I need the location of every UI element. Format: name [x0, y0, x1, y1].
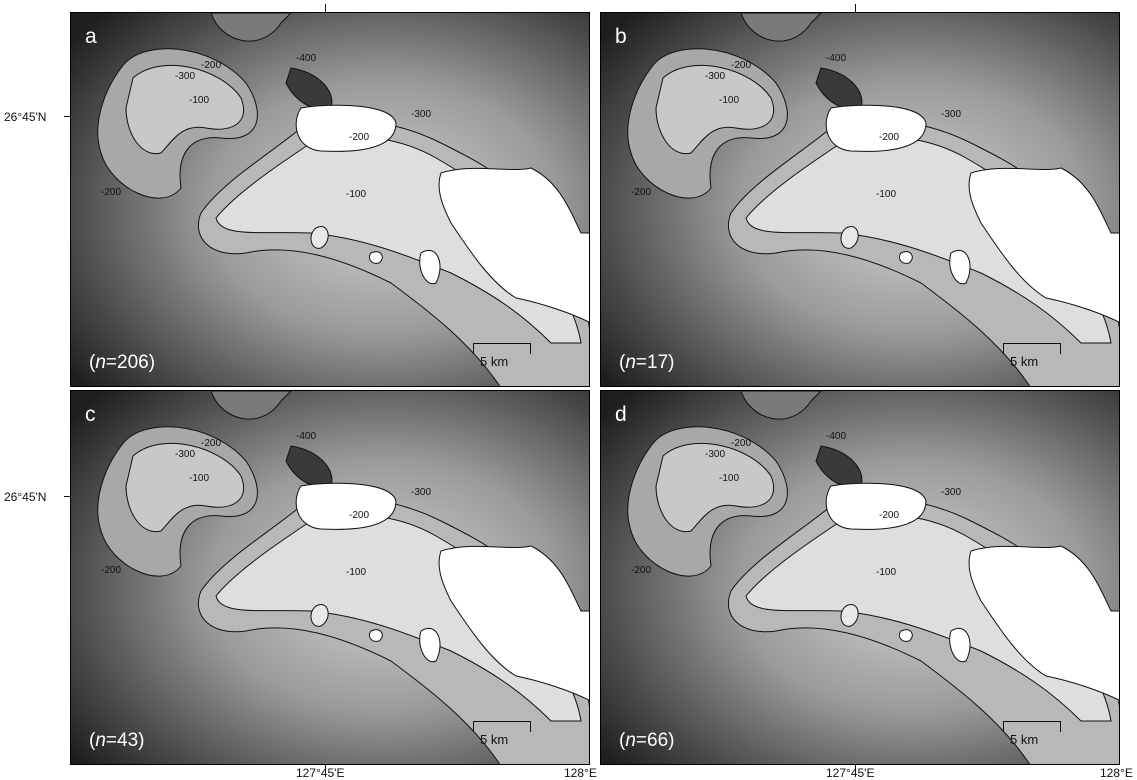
contour-label: -200 — [631, 187, 651, 198]
contour-label: -100 — [346, 567, 366, 578]
contour-label: -100 — [876, 189, 896, 200]
western-bank-200 — [125, 442, 244, 533]
lon-tick — [325, 765, 326, 771]
contour-label: -400 — [296, 53, 316, 64]
panel-letter: d — [615, 403, 627, 426]
contour-label: -300 — [941, 487, 961, 498]
lat-tick — [64, 116, 70, 117]
panel-letter: b — [615, 25, 627, 48]
western-bank-200 — [125, 64, 244, 155]
contour-label: -200 — [731, 60, 751, 71]
reef-1 — [310, 604, 329, 627]
contour-label: -200 — [201, 438, 221, 449]
contour-label: -200 — [879, 132, 899, 143]
contour-label: -200 — [731, 438, 751, 449]
scale-label: 5 km — [1010, 732, 1039, 747]
panel-letter: c — [85, 403, 96, 426]
scale-label: 5 km — [480, 354, 509, 369]
scale-bar — [1003, 721, 1061, 732]
northern-shoal — [740, 391, 822, 420]
contour-label: -200 — [101, 187, 121, 198]
map-panel-a: -100 -200 -300 -400 -200 -100 -200 -300 a (n=20… — [70, 12, 590, 387]
island-east — [438, 167, 589, 323]
scale-bar — [473, 343, 531, 354]
northern-shoal — [210, 391, 292, 420]
contour-label: -400 — [296, 431, 316, 442]
contour-label: -300 — [705, 449, 725, 460]
sample-count: (n=17) — [619, 352, 675, 373]
lon-label-1: 127°45'E — [296, 766, 345, 780]
reef-1 — [310, 226, 329, 249]
northern-shoal — [740, 13, 822, 42]
map-panel-d: -100 -200 -300 -400 -200 -100 -200 -300 d (n=66… — [600, 390, 1120, 765]
contour-label: -200 — [349, 510, 369, 521]
contour-label: -100 — [719, 95, 739, 106]
contour-label: -300 — [175, 71, 195, 82]
bathymetry-map: -100 -200 -300 -400 -200 -100 -200 -300 — [71, 391, 589, 764]
contour-label: -200 — [349, 132, 369, 143]
contour-label: -400 — [826, 431, 846, 442]
contour-label: -100 — [876, 567, 896, 578]
contour-label: -200 — [101, 565, 121, 576]
western-bank-200 — [655, 442, 774, 533]
lon-tick — [855, 4, 856, 12]
island-east — [438, 545, 589, 701]
sample-count: (n=206) — [89, 352, 156, 373]
island-north — [825, 104, 927, 152]
island-east — [968, 545, 1119, 701]
contour-label: -300 — [411, 487, 431, 498]
sample-count: (n=66) — [619, 730, 675, 751]
contour-label: -400 — [826, 53, 846, 64]
contour-label: -100 — [189, 95, 209, 106]
islet-2 — [898, 629, 913, 642]
lon-label-4: 128°E — [1100, 766, 1133, 780]
scale-label: 5 km — [1010, 354, 1039, 369]
contour-label: -200 — [879, 510, 899, 521]
island-north — [295, 104, 397, 152]
scale-bar — [1003, 343, 1061, 354]
islet-1 — [949, 250, 971, 285]
islet-2 — [368, 251, 383, 264]
lon-tick — [855, 765, 856, 771]
reef-1 — [840, 226, 859, 249]
lat-label-bottom: 26°45'N — [4, 490, 47, 504]
scale-bar — [473, 721, 531, 732]
islet-1 — [419, 628, 441, 663]
reef-1 — [840, 604, 859, 627]
lat-tick — [64, 496, 70, 497]
lon-label-2: 128°E — [564, 766, 597, 780]
island-east — [968, 167, 1119, 323]
contour-label: -100 — [719, 473, 739, 484]
panel-letter: a — [85, 25, 97, 48]
lon-tick — [325, 4, 326, 12]
lat-label-top: 26°45'N — [4, 110, 47, 124]
northern-shoal — [210, 13, 292, 42]
islet-1 — [419, 250, 441, 285]
island-north — [295, 482, 397, 530]
bathymetry-map: -100 -200 -300 -400 -200 -100 -200 -300 — [71, 13, 589, 386]
contour-label: -300 — [175, 449, 195, 460]
islet-2 — [898, 251, 913, 264]
contour-label: -100 — [346, 189, 366, 200]
contour-label: -200 — [201, 60, 221, 71]
sample-count: (n=43) — [89, 730, 145, 751]
contour-label: -300 — [705, 71, 725, 82]
contour-label: -200 — [631, 565, 651, 576]
scale-label: 5 km — [480, 732, 509, 747]
lon-label-3: 127°45'E — [826, 766, 875, 780]
western-bank-200 — [655, 64, 774, 155]
island-north — [825, 482, 927, 530]
contour-label: -100 — [189, 473, 209, 484]
map-panel-b: -100 -200 -300 -400 -200 -100 -200 -300 b (n=17… — [600, 12, 1120, 387]
islet-1 — [949, 628, 971, 663]
contour-label: -300 — [941, 109, 961, 120]
map-panel-c: -100 -200 -300 -400 -200 -100 -200 -300 c (n=43… — [70, 390, 590, 765]
islet-2 — [368, 629, 383, 642]
bathymetry-map: -100 -200 -300 -400 -200 -100 -200 -300 — [601, 13, 1119, 386]
contour-label: -300 — [411, 109, 431, 120]
bathymetry-map: -100 -200 -300 -400 -200 -100 -200 -300 — [601, 391, 1119, 764]
